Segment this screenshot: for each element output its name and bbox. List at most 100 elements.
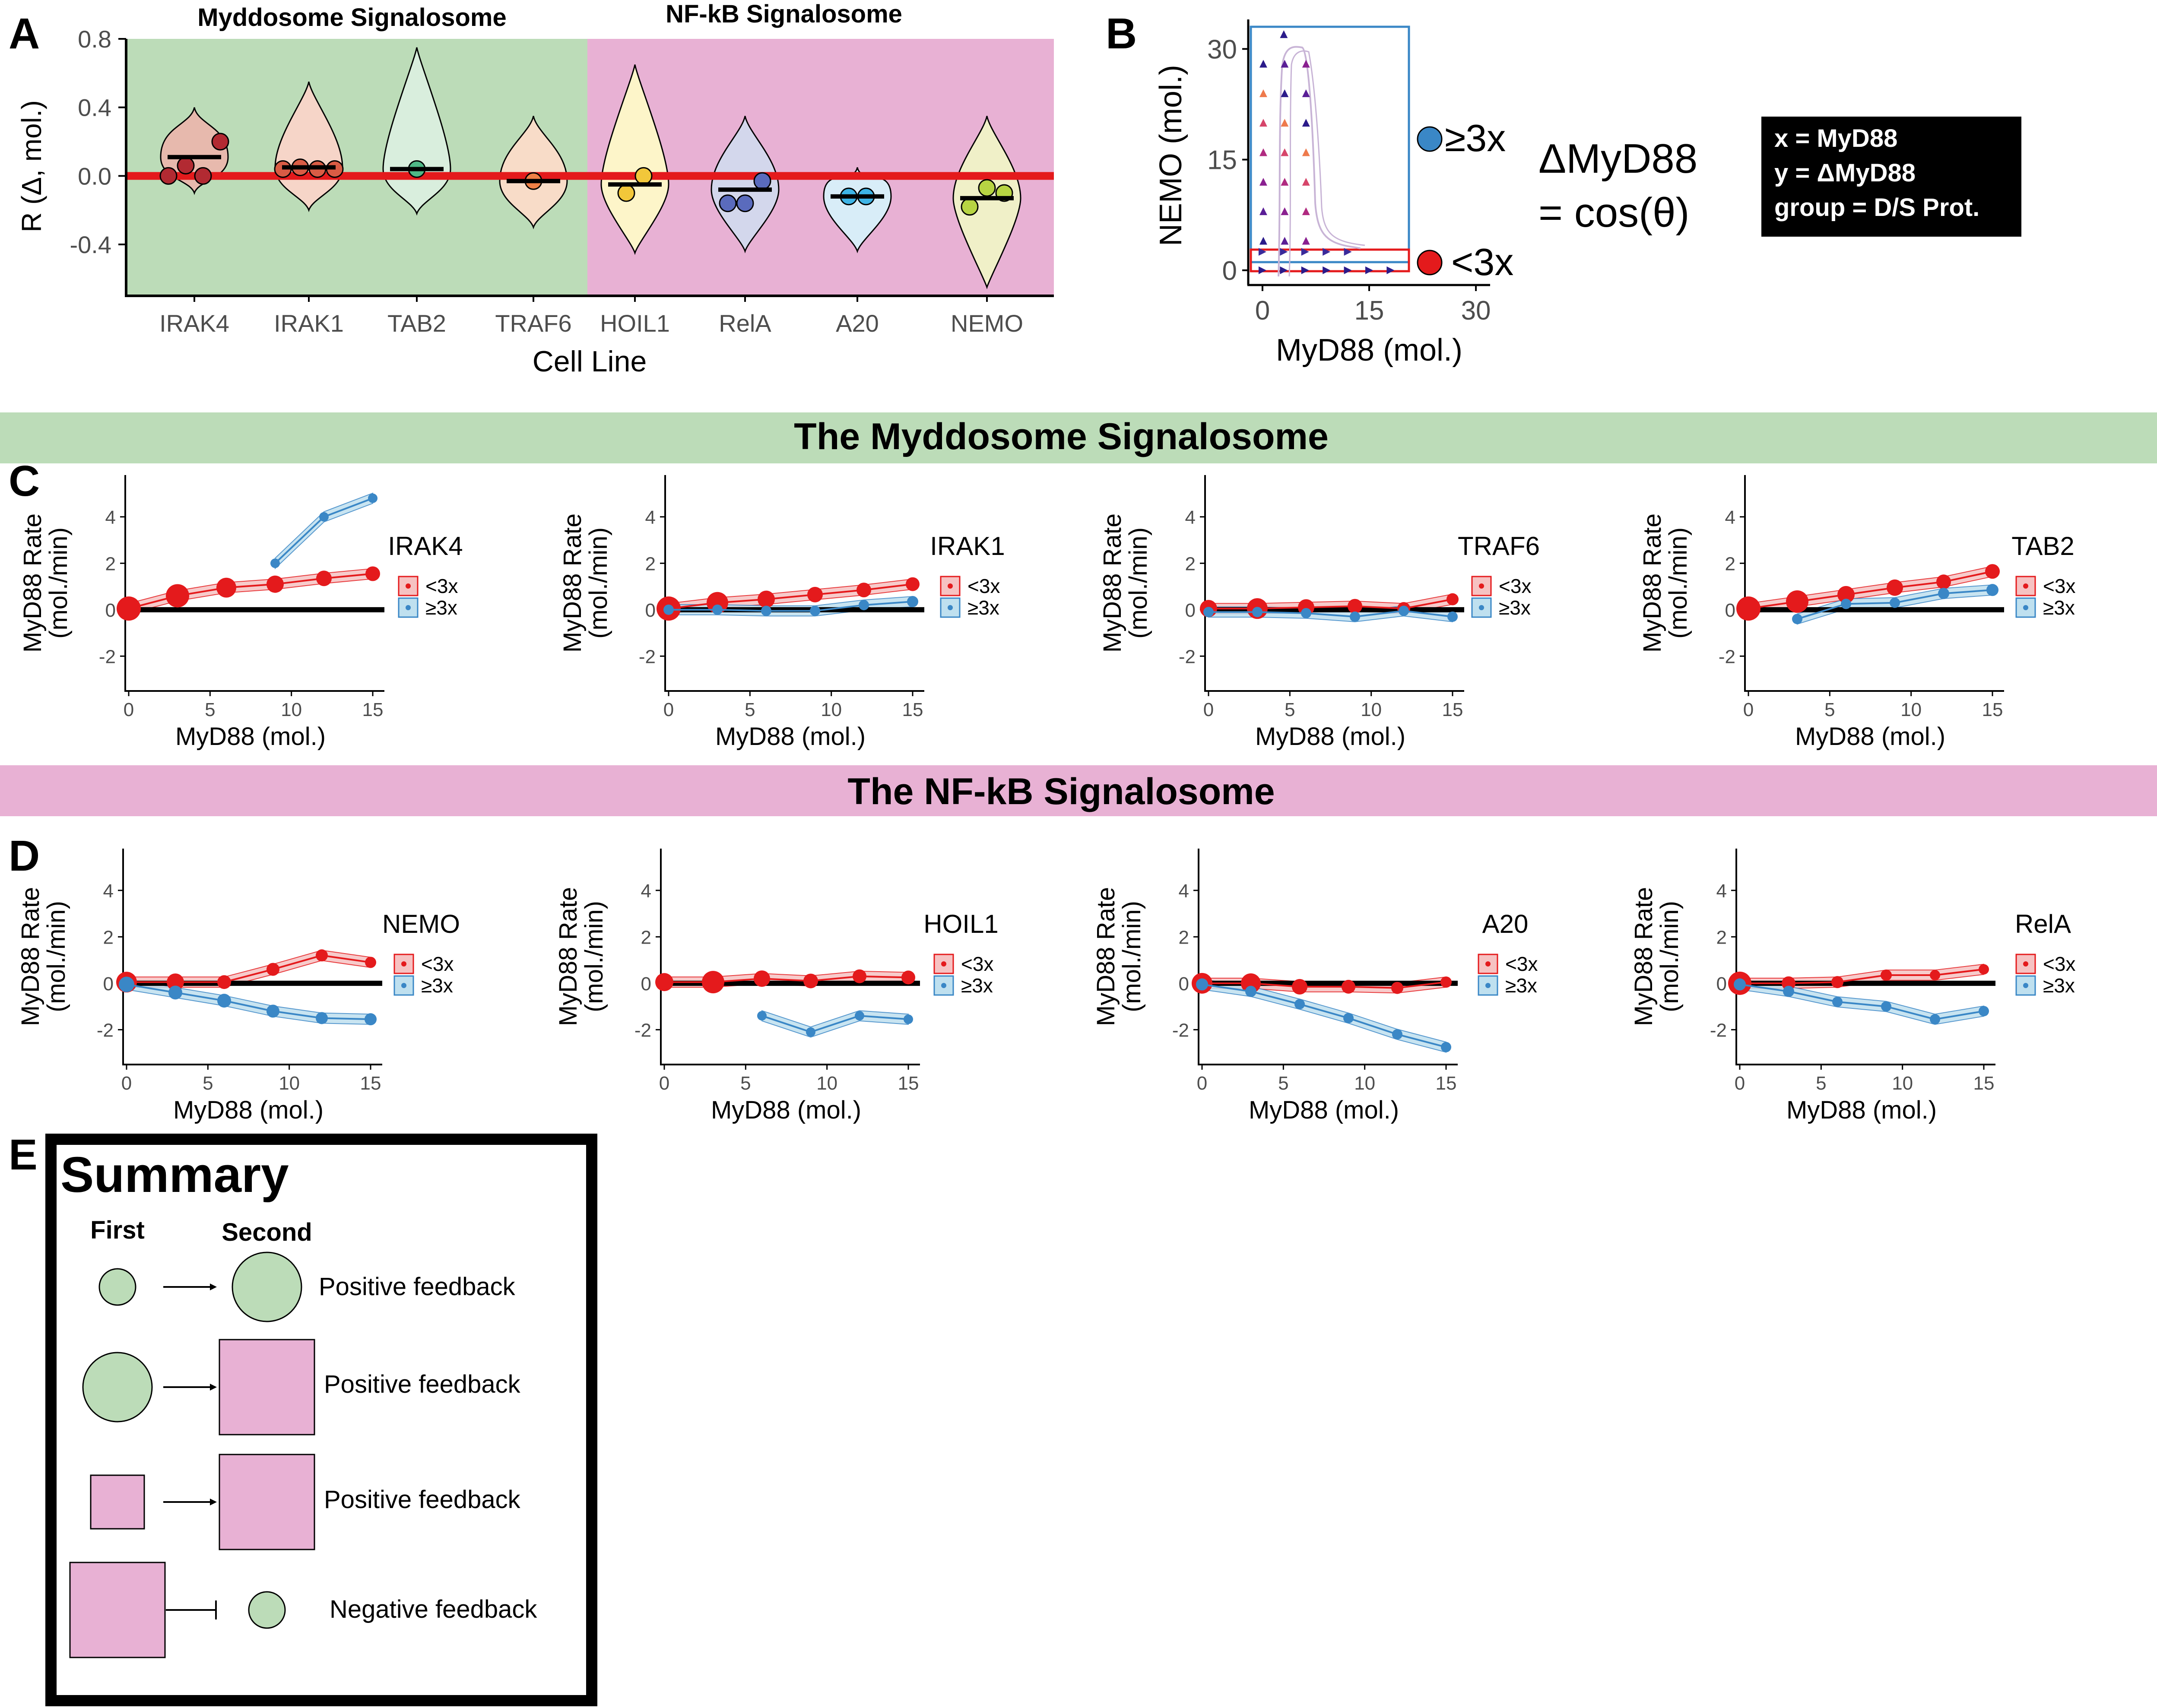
series-point-high <box>119 976 134 992</box>
series-line-high <box>669 601 913 612</box>
plot-y-tick-label: -2 <box>1179 646 1196 667</box>
series-point-low <box>853 969 866 983</box>
series-point-low <box>1391 982 1403 994</box>
panel-label-d: D <box>9 832 40 880</box>
violin-hoil1 <box>600 64 669 255</box>
plot-y-axis-title-line: MyD88 Rate <box>554 887 582 1026</box>
series-point-low <box>266 963 279 976</box>
vector-arrow <box>1280 266 1288 274</box>
series-point-high <box>217 994 231 1008</box>
legend-label-low: <3x <box>1499 575 1531 597</box>
activation-arrow-head <box>210 1499 217 1505</box>
plot-x-tick-label: 15 <box>1973 1073 1995 1094</box>
vector-arrow <box>1386 266 1395 274</box>
rate-plot-irak4: -2 0 2 4 0 5 10 15 MyD88 (mol.) MyD88 Rate(mol./m… <box>19 475 463 751</box>
b-y-tick-label: 0 <box>1222 256 1237 286</box>
vector-arrow <box>1259 60 1267 68</box>
legend-key-low-dot <box>1485 961 1491 966</box>
data-point <box>961 198 979 216</box>
series-point-low <box>1782 976 1795 990</box>
series-point-high <box>806 1027 815 1037</box>
series-point-low <box>901 970 915 985</box>
info-box <box>1761 117 2021 237</box>
summary-row-label: Positive feedback <box>324 1370 521 1398</box>
series-point-high <box>319 512 329 522</box>
series-point-low <box>316 570 332 586</box>
summary-row-label: Negative feedback <box>330 1595 537 1623</box>
plot-y-axis-title-line: MyD88 Rate <box>1098 513 1126 653</box>
plot-y-tick-label: -2 <box>1172 1020 1189 1041</box>
plot-x-tick-label: 5 <box>740 1073 751 1094</box>
series-point-high <box>1792 614 1802 624</box>
series-point-low <box>702 971 724 994</box>
series-point-low <box>1985 564 2000 579</box>
high-region-box <box>1250 25 1410 263</box>
series-point-low <box>1440 976 1452 988</box>
data-point <box>211 133 229 151</box>
series-line-high <box>1209 610 1453 618</box>
panel-label-c: C <box>9 457 40 505</box>
plot-x-tick-label: 0 <box>663 699 674 720</box>
plot-x-axis-title: MyD88 (mol.) <box>1249 1096 1399 1124</box>
series-point-low <box>1342 979 1355 994</box>
series-point-low <box>1930 970 1940 981</box>
series-point-low <box>1446 593 1459 605</box>
b-x-tick-label: 30 <box>1461 296 1491 326</box>
series-line-high <box>761 1015 909 1033</box>
plot-y-tick-label: 4 <box>1179 881 1189 902</box>
series-line-high <box>1739 983 1984 1020</box>
plot-y-tick-label: -2 <box>1710 1020 1727 1041</box>
trajectory-band <box>1278 46 1361 277</box>
violin-traf6 <box>499 116 568 230</box>
legend-key-low-dot <box>948 583 953 589</box>
plot-y-tick-label: 0 <box>645 600 656 621</box>
vector-arrow <box>1259 119 1267 127</box>
series-point-high <box>761 605 771 616</box>
series-line-high <box>1202 983 1446 1048</box>
series-point-high <box>907 596 918 608</box>
legend-low-dot <box>1417 250 1443 276</box>
plot-x-axis-title: MyD88 (mol.) <box>711 1096 861 1124</box>
plot-y-axis-title: MyD88 Rate(mol./min) <box>1638 513 1692 653</box>
violin-nemo <box>952 116 1021 289</box>
summary-row: Positive feedback <box>98 1252 516 1322</box>
plot-y-tick-label: 4 <box>645 507 656 528</box>
plot-y-axis-title: MyD88 Rate(mol./min) <box>558 513 612 653</box>
first-circle <box>82 1352 153 1423</box>
series-point-high <box>1938 588 1949 599</box>
plot-y-axis-title-line: MyD88 Rate <box>1092 887 1120 1026</box>
plot-title: IRAK4 <box>388 532 463 561</box>
plot-y-tick-label: 2 <box>1179 927 1189 948</box>
legend-key-low-dot <box>2023 583 2028 589</box>
plot-x-tick-label: 0 <box>1197 1073 1207 1094</box>
legend-label-high: ≥3x <box>1499 596 1531 619</box>
series-point-high <box>1832 996 1843 1007</box>
series-point-high <box>757 1011 767 1021</box>
vector-arrow <box>1302 119 1310 127</box>
plot-y-tick-label: 0 <box>105 600 116 621</box>
plot-title: HOIL1 <box>923 909 998 938</box>
summary-row: Positive feedback <box>82 1339 521 1435</box>
series-point-high <box>712 604 723 615</box>
plot-y-axis-title-line: (mol./min) <box>44 527 73 639</box>
legend-label-low: <3x <box>1505 953 1538 975</box>
legend-key-high-dot <box>941 983 946 988</box>
plot-x-tick-label: 0 <box>659 1073 669 1094</box>
y-tick-labels: 0.8 0.4 0.0 -0.4 <box>70 25 126 258</box>
legend-key-high-dot <box>1485 983 1491 988</box>
data-point <box>736 194 754 212</box>
series-point-high <box>1841 599 1851 609</box>
series-point-high <box>1399 605 1409 616</box>
legend-key-low-dot <box>941 961 946 966</box>
legend-label-high: ≥3x <box>967 596 999 619</box>
vector-arrow <box>1344 248 1352 256</box>
legend-high-label: ≥3x <box>1445 117 1506 159</box>
series-point-low <box>1292 979 1307 995</box>
series-point-high <box>1881 1001 1891 1012</box>
plot-y-tick-label: -2 <box>634 1020 651 1041</box>
plot-y-tick-label: 2 <box>105 553 116 574</box>
series-point-low <box>1786 590 1808 613</box>
plot-x-tick-label: 15 <box>898 1073 919 1094</box>
b-x-tick-label: 15 <box>1354 296 1384 326</box>
